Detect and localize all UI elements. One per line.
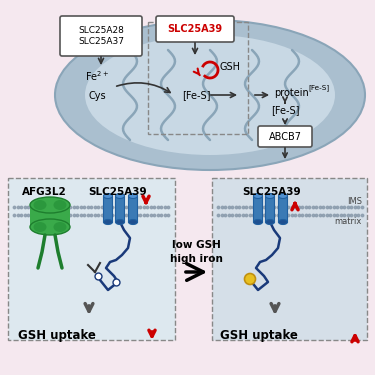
Ellipse shape	[244, 273, 255, 285]
Text: GSH uptake: GSH uptake	[220, 330, 298, 342]
Ellipse shape	[266, 194, 274, 198]
Ellipse shape	[254, 219, 262, 225]
Ellipse shape	[54, 222, 66, 232]
Ellipse shape	[55, 20, 365, 170]
Bar	[265, 196, 274, 222]
Ellipse shape	[279, 194, 288, 198]
Ellipse shape	[30, 219, 70, 235]
FancyArrowPatch shape	[186, 264, 203, 280]
Bar	[115, 196, 124, 222]
Text: low GSH
high iron: low GSH high iron	[170, 240, 222, 264]
Text: SLC25A39: SLC25A39	[167, 24, 223, 34]
Text: SLC25A39: SLC25A39	[242, 187, 301, 197]
Text: IMS: IMS	[347, 198, 362, 207]
Text: matrix: matrix	[334, 217, 362, 226]
Ellipse shape	[254, 194, 262, 198]
Text: Cys: Cys	[88, 91, 106, 101]
Text: protein: protein	[274, 88, 309, 98]
Text: [Fe-S]: [Fe-S]	[271, 105, 299, 115]
Text: Fe$^{2+}$: Fe$^{2+}$	[85, 69, 109, 83]
Ellipse shape	[104, 194, 112, 198]
Ellipse shape	[54, 200, 66, 210]
Text: [Fe-S]: [Fe-S]	[182, 90, 210, 100]
Text: [Fe-S]: [Fe-S]	[308, 85, 329, 92]
Bar	[8, 178, 175, 340]
Bar	[253, 196, 262, 222]
Text: SLC25A28
SLC25A37: SLC25A28 SLC25A37	[78, 26, 124, 46]
Ellipse shape	[33, 222, 46, 232]
Text: SLC25A39: SLC25A39	[88, 187, 147, 197]
Ellipse shape	[116, 194, 124, 198]
Ellipse shape	[85, 35, 335, 155]
Ellipse shape	[129, 194, 138, 198]
Ellipse shape	[266, 219, 274, 225]
Bar	[212, 178, 367, 340]
Text: GSH uptake: GSH uptake	[18, 330, 96, 342]
Bar	[278, 196, 287, 222]
FancyBboxPatch shape	[258, 126, 312, 147]
Ellipse shape	[279, 219, 288, 225]
Ellipse shape	[30, 197, 70, 213]
Text: AFG3L2: AFG3L2	[22, 187, 67, 197]
Ellipse shape	[116, 219, 124, 225]
Bar	[148, 22, 248, 134]
Ellipse shape	[104, 219, 112, 225]
Ellipse shape	[33, 200, 46, 210]
FancyBboxPatch shape	[156, 16, 234, 42]
Text: ABCB7: ABCB7	[268, 132, 302, 141]
Ellipse shape	[129, 219, 138, 225]
Bar	[30, 205, 70, 227]
FancyBboxPatch shape	[60, 16, 142, 56]
Text: GSH: GSH	[220, 62, 241, 72]
Bar	[103, 196, 112, 222]
Bar	[128, 196, 137, 222]
